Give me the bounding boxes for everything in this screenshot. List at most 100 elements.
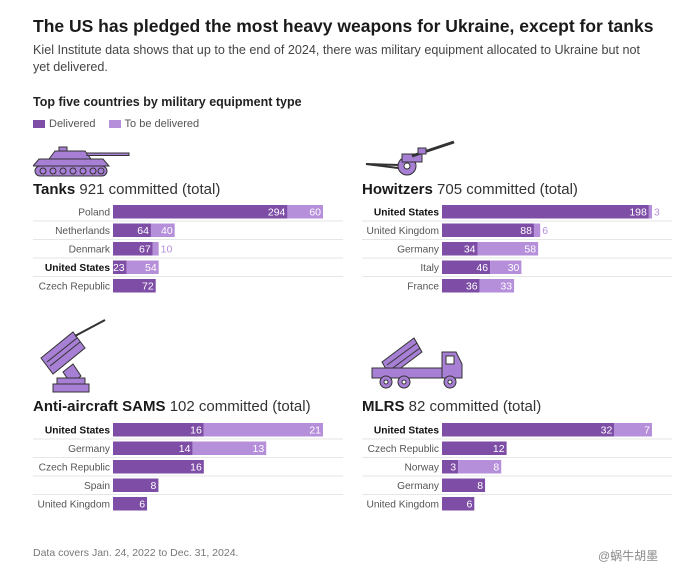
category-label: Germany: [397, 245, 440, 256]
panel-committed: 102 committed (total): [169, 398, 311, 415]
bar-chart-howitzers: United States 198 3 United Kingdom 88 6 German…: [362, 205, 672, 293]
panel-name: Tanks: [33, 181, 76, 198]
panel-howitzers: Howitzers 705 committed (total) United S…: [362, 140, 690, 293]
watermark: @蜗牛胡墨: [598, 549, 659, 563]
panel-name: MLRS: [362, 398, 405, 415]
bar-delivered: [113, 279, 156, 293]
data-label-delivered: 16: [190, 425, 202, 437]
category-label: Germany: [68, 444, 111, 455]
category-label: United Kingdom: [367, 226, 440, 237]
data-label-delivered: 6: [466, 499, 472, 511]
howitzer-icon: [365, 140, 455, 176]
bar-delivered: [442, 423, 615, 437]
bar-delivered: [442, 279, 480, 293]
category-label: Netherlands: [55, 226, 110, 237]
bar-delivered: [113, 478, 159, 492]
panel-heading-mlrs: MLRS 82 committed (total): [362, 398, 541, 415]
bar-to-be-delivered: [533, 223, 541, 237]
bar-delivered: [442, 260, 491, 274]
bar-delivered: [113, 205, 288, 219]
bar-delivered: [442, 460, 459, 474]
bar-to-be-delivered: [458, 460, 502, 474]
bar-delivered: [113, 223, 151, 237]
tank-icon: [33, 146, 130, 177]
legend-item-delivered: Delivered: [33, 118, 95, 130]
bar-delivered: [442, 497, 475, 511]
data-label-to-be-delivered: 30: [508, 262, 520, 274]
data-label-delivered: 72: [142, 281, 154, 293]
data-label-delivered: 36: [466, 281, 478, 293]
category-label: France: [407, 282, 439, 293]
data-label-to-be-delivered: 3: [654, 207, 660, 219]
data-label-to-be-delivered: 33: [500, 281, 512, 293]
data-label-to-be-delivered: 13: [253, 443, 265, 455]
category-label: Czech Republic: [368, 444, 439, 455]
bar-delivered: [113, 423, 204, 437]
data-label-delivered: 3: [450, 462, 456, 474]
panel-name: Anti-aircraft SAMS: [33, 398, 166, 415]
panel-tanks: Tanks 921 committed (total) Poland 294 60 N…: [33, 140, 363, 293]
data-label-delivered: 294: [268, 207, 286, 219]
category-label: United States: [374, 426, 439, 437]
bar-chart-tanks: Poland 294 60 Netherlands 64 40 Denmark 67 10 Uni…: [33, 205, 343, 293]
data-label-to-be-delivered: 7: [644, 425, 650, 437]
bar-delivered: [113, 242, 153, 256]
legend-item-to-be-delivered: To be delivered: [108, 118, 200, 130]
data-label-delivered: 12: [493, 443, 505, 455]
bar-to-be-delivered: [490, 260, 522, 274]
bar-to-be-delivered: [203, 423, 323, 437]
bar-to-be-delivered: [287, 205, 323, 219]
category-label: United States: [374, 208, 439, 219]
legend-swatch-to-be-delivered: [108, 120, 121, 129]
bar-chart-sams: United States 16 21 Germany 14 13 Czech Republ…: [33, 423, 343, 511]
category-label: Czech Republic: [39, 463, 110, 474]
rocket-truck-icon: [371, 337, 463, 389]
category-label: Germany: [397, 481, 440, 492]
panel-name: Howitzers: [362, 181, 433, 198]
data-label-to-be-delivered: 6: [542, 225, 548, 237]
category-label: Czech Republic: [39, 282, 110, 293]
bar-to-be-delivered: [479, 279, 515, 293]
data-label-to-be-delivered: 8: [493, 462, 499, 474]
category-label: United Kingdom: [367, 500, 440, 511]
data-label-delivered: 8: [151, 480, 157, 492]
missile-launcher-icon: [40, 319, 106, 393]
category-label: United States: [45, 263, 110, 274]
category-label: United Kingdom: [38, 500, 111, 511]
bar-delivered: [113, 260, 127, 274]
section-title: Top five countries by military equipment…: [33, 95, 302, 109]
data-label-delivered: 23: [113, 262, 125, 274]
chart-title: The US has pledged the most heavy weapon…: [33, 16, 654, 36]
category-label: Denmark: [69, 245, 111, 256]
data-label-delivered: 198: [629, 207, 647, 219]
bar-delivered: [442, 478, 486, 492]
category-label: Poland: [78, 208, 110, 219]
panel-committed: 82 committed (total): [408, 398, 542, 415]
bar-delivered: [442, 205, 649, 219]
legend: Delivered To be delivered: [33, 118, 209, 130]
data-label-delivered: 67: [139, 244, 151, 256]
data-label-to-be-delivered: 54: [145, 262, 157, 274]
category-label: Italy: [420, 263, 440, 274]
category-label: United States: [45, 426, 110, 437]
bar-delivered: [113, 460, 204, 474]
data-label-delivered: 88: [520, 225, 532, 237]
chart-subtitle: Kiel Institute data shows that up to the…: [33, 43, 640, 74]
legend-label-to-be-delivered: To be delivered: [124, 118, 200, 130]
bar-delivered: [113, 441, 193, 455]
bar-delivered: [442, 223, 534, 237]
data-label-delivered: 16: [190, 462, 202, 474]
bar-delivered: [442, 242, 478, 256]
data-label-delivered: 8: [477, 480, 483, 492]
data-label-delivered: 46: [476, 262, 488, 274]
panel-heading-howitzers: Howitzers 705 committed (total): [362, 181, 578, 198]
panel-committed: 705 committed (total): [437, 181, 578, 198]
panel-mlrs: MLRS 82 committed (total) United States 3…: [362, 318, 690, 511]
panel-anti-aircraft-sams: Anti-aircraft SAMS 102 committed (total)…: [33, 318, 363, 511]
data-label-delivered: 14: [179, 443, 191, 455]
bar-to-be-delivered: [150, 223, 175, 237]
bar-delivered: [113, 497, 148, 511]
footnote: Data covers Jan. 24, 2022 to Dec. 31, 20…: [33, 547, 239, 559]
data-label-to-be-delivered: 60: [309, 207, 321, 219]
data-label-to-be-delivered: 40: [161, 225, 173, 237]
